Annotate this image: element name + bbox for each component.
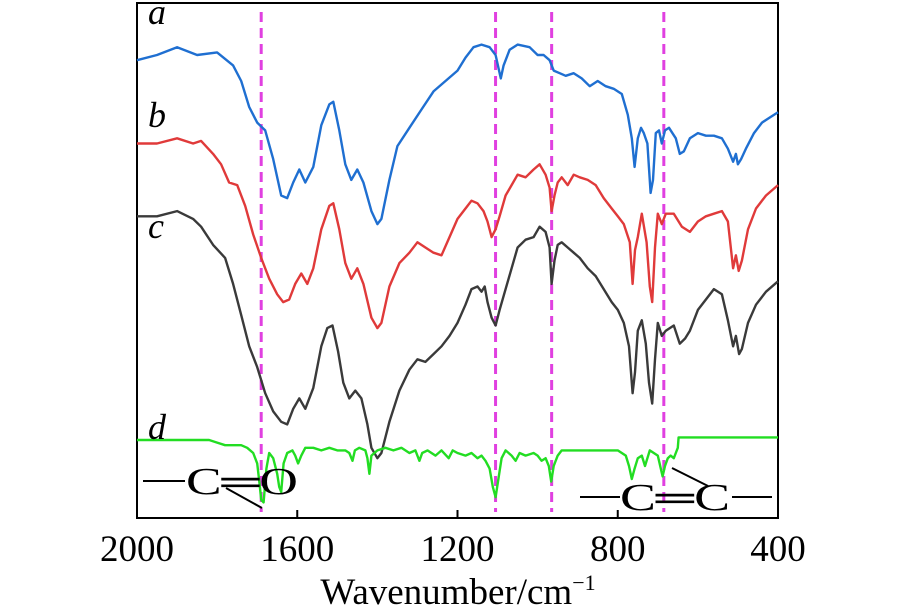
- series-label-c: c: [148, 206, 164, 246]
- spectrum-line-a: [136, 43, 779, 226]
- alkene-leader: [671, 467, 709, 487]
- series-label-a: a: [148, 0, 166, 32]
- alkene-annotation: C═C: [580, 467, 772, 519]
- x-axis-ticks: 2000 1600 1200 800 400: [100, 510, 806, 570]
- spectrum-line-c: [137, 209, 779, 460]
- carbonyl-annotation: C═O: [143, 461, 298, 509]
- spectrum-line-b: [137, 137, 779, 330]
- x-tick-label-800: 800: [590, 529, 646, 570]
- x-axis-title-superscript: −1: [572, 570, 595, 595]
- carbonyl-leader: [225, 487, 263, 509]
- spectra-series: [136, 43, 779, 504]
- x-tick-label-400: 400: [750, 529, 806, 570]
- x-tick-label-2000: 2000: [100, 529, 174, 570]
- x-tick-label-1200: 1200: [421, 529, 495, 570]
- x-axis-title-text: Wavenumber/cm: [320, 572, 572, 609]
- plot-frame: [136, 2, 779, 519]
- x-axis-title: Wavenumber/cm−1: [320, 570, 595, 609]
- x-tick-label-1600: 1600: [260, 529, 334, 570]
- alkene-label: C═C: [620, 477, 730, 519]
- reference-lines: [259, 12, 666, 512]
- spectrum-line-d: [137, 436, 778, 504]
- series-label-d: d: [148, 407, 167, 447]
- series-label-b: b: [148, 95, 166, 135]
